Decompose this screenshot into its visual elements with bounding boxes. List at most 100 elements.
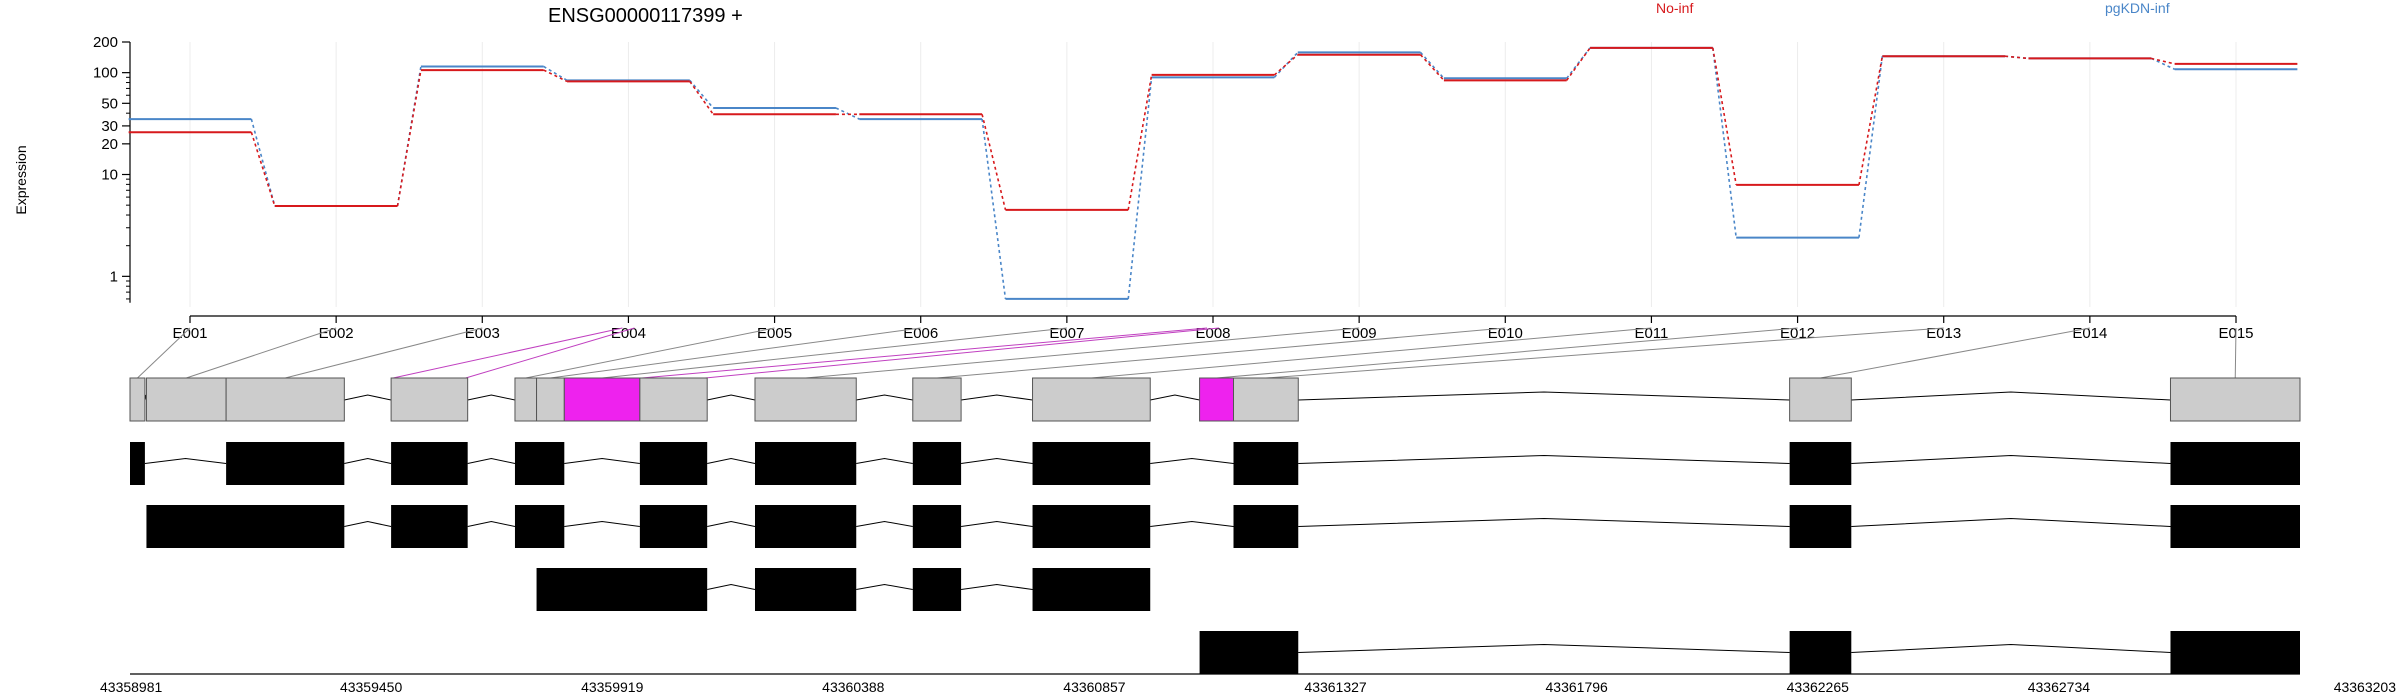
y-tick-label: 10 bbox=[101, 167, 118, 184]
genomic-tick-label: 43362734 bbox=[2028, 679, 2091, 695]
exon-box-e001 bbox=[129, 377, 146, 422]
series-step bbox=[396, 69, 422, 207]
exon-box-e005 bbox=[514, 377, 538, 422]
transcript-exon bbox=[754, 442, 857, 485]
transcript-exon bbox=[1789, 505, 1852, 548]
genomic-tick-label: 43360857 bbox=[1063, 679, 1126, 695]
exon-map-intron bbox=[707, 394, 756, 401]
connector-e003 bbox=[285, 327, 483, 379]
series-step bbox=[1273, 54, 1299, 76]
transcript-exon bbox=[754, 505, 857, 548]
series-step bbox=[543, 69, 568, 83]
transcript-exon bbox=[1789, 631, 1852, 674]
transcript-models bbox=[130, 442, 2300, 674]
x-tick-label-e001: E001 bbox=[172, 325, 207, 342]
x-tick-label-e014: E014 bbox=[2072, 325, 2107, 342]
transcript-intron bbox=[1851, 517, 2171, 527]
y-tick-label: 1 bbox=[110, 268, 118, 285]
exon-box-e003 bbox=[225, 377, 345, 422]
transcript-intron bbox=[961, 583, 1033, 590]
transcript-exon bbox=[912, 505, 962, 548]
series-step bbox=[689, 80, 714, 115]
transcript-exon bbox=[1789, 442, 1852, 485]
exon-box-e006 bbox=[536, 377, 565, 422]
genomic-tick-label: 43361796 bbox=[1546, 679, 1609, 695]
genomic-tick-label: 43363203 bbox=[2334, 679, 2397, 695]
genomic-tick-label: 43360388 bbox=[822, 679, 885, 695]
genomic-axis: 43358981 43359450 43359919 43360388 43360857… bbox=[100, 673, 2397, 695]
transcript-intron bbox=[1851, 643, 2171, 653]
transcript-intron bbox=[344, 457, 392, 464]
connector-e002 bbox=[186, 327, 337, 379]
series-step bbox=[1858, 56, 1884, 238]
transcript-intron bbox=[467, 457, 516, 464]
series-step bbox=[250, 131, 276, 207]
exon-box-e009 bbox=[754, 377, 857, 422]
transcript-exon bbox=[514, 442, 565, 485]
transcript-intron bbox=[707, 520, 756, 527]
genomic-tick-label: 43359450 bbox=[340, 679, 403, 695]
exon-box-e012 bbox=[1199, 377, 1235, 422]
transcript-4 bbox=[1199, 631, 2300, 674]
connector-e010 bbox=[936, 327, 1506, 379]
y-tick-label: 30 bbox=[101, 118, 118, 135]
transcript-exon bbox=[754, 568, 857, 611]
transcript-exon bbox=[536, 568, 708, 611]
connector-e008 bbox=[641, 327, 1208, 379]
connector-e009 bbox=[805, 327, 1360, 379]
connector-e015 bbox=[2234, 327, 2237, 379]
transcript-exon bbox=[1233, 442, 1299, 485]
transcript-intron bbox=[1150, 457, 1234, 464]
transcript-intron bbox=[467, 520, 516, 527]
exon-box-e011 bbox=[1032, 377, 1151, 422]
transcript-intron bbox=[961, 457, 1033, 464]
transcript-intron bbox=[1150, 520, 1234, 527]
y-axis-label: Expression bbox=[13, 145, 29, 214]
connector-e008 bbox=[705, 327, 1220, 379]
exon-box-e004 bbox=[390, 377, 469, 422]
transcript-intron bbox=[144, 457, 227, 464]
series-step bbox=[1127, 77, 1153, 300]
transcript-intron bbox=[961, 520, 1033, 527]
x-tick-label-e006: E006 bbox=[903, 325, 938, 342]
transcript-2 bbox=[146, 505, 2300, 548]
transcript-intron bbox=[344, 520, 392, 527]
genomic-tick-label: 43359919 bbox=[581, 679, 644, 695]
exon-box-e002 bbox=[145, 377, 227, 422]
y-tick-label: 100 bbox=[93, 65, 118, 82]
connector-e011 bbox=[1091, 327, 1652, 379]
series-step bbox=[2151, 57, 2175, 65]
transcript-intron bbox=[1851, 454, 2171, 464]
exon-map bbox=[129, 377, 2301, 422]
transcript-exon bbox=[2170, 505, 2300, 548]
transcript-intron bbox=[707, 457, 756, 464]
series-step bbox=[981, 118, 1007, 300]
series-step bbox=[2150, 57, 2175, 70]
transcript-exon bbox=[2170, 442, 2300, 485]
series-step bbox=[1419, 51, 1445, 79]
series-step bbox=[835, 107, 860, 120]
transcript-exon bbox=[912, 568, 962, 611]
series-step bbox=[1858, 56, 1884, 186]
connector-e005 bbox=[525, 327, 775, 379]
legend-no-inf: No-inf bbox=[1656, 0, 1693, 16]
y-tick-label: 20 bbox=[101, 136, 118, 153]
connector-e004 bbox=[392, 327, 623, 379]
genomic-tick-label: 43358981 bbox=[100, 679, 163, 695]
exon-box-e010 bbox=[912, 377, 962, 422]
series-step bbox=[1712, 47, 1737, 186]
transcript-exon bbox=[639, 442, 708, 485]
exon-map-intron bbox=[961, 394, 1033, 401]
legend-pgkdn-inf: pgKDN-inf bbox=[2105, 0, 2170, 16]
series-step bbox=[689, 79, 714, 109]
transcript-exon bbox=[226, 442, 345, 485]
connector-e007 bbox=[602, 327, 1067, 379]
transcript-intron bbox=[856, 520, 913, 527]
series-step bbox=[1127, 74, 1153, 210]
exon-map-intron bbox=[1851, 391, 2171, 401]
transcript-intron bbox=[707, 583, 756, 590]
transcript-exon bbox=[514, 505, 565, 548]
exon-map-intron bbox=[1298, 391, 1790, 401]
transcript-intron bbox=[856, 583, 913, 590]
